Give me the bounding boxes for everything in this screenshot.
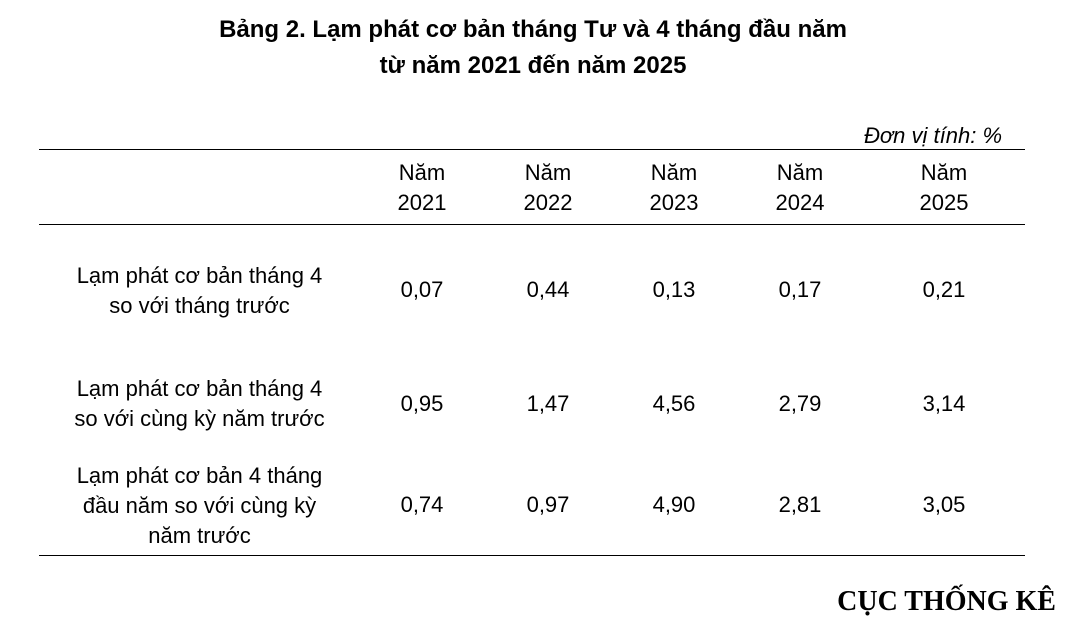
row-label-line: Lạm phát cơ bản 4 tháng (76, 463, 323, 488)
table-cell: 0,13 (652, 277, 696, 302)
row-label-line: so với cùng kỳ năm trước (74, 406, 325, 431)
row-label: Lạm phát cơ bản tháng 4 so với cùng kỳ n… (39, 374, 360, 434)
table-cell: 2,81 (778, 492, 822, 517)
table-cell: 0,44 (526, 277, 570, 302)
unit-label: Đơn vị tính: % (863, 123, 1002, 148)
row-label-line: so với tháng trước (109, 293, 290, 318)
column-header-year: 2021 (397, 190, 447, 215)
column-header-year: 2025 (919, 190, 969, 215)
table-cell: 0,97 (526, 492, 570, 517)
table-cell: 1,47 (526, 391, 570, 416)
column-header-year: 2022 (523, 190, 573, 215)
table-cell: 0,17 (778, 277, 822, 302)
row-label-line: năm trước (148, 523, 251, 548)
table-cell: 0,95 (400, 391, 444, 416)
table-cell: 0,74 (400, 492, 444, 517)
column-header-2022: Năm 2022 (488, 158, 608, 218)
row-label: Lạm phát cơ bản tháng 4 so với tháng trư… (39, 261, 360, 321)
column-header-label: Năm (920, 160, 968, 185)
table-cell: 2,79 (778, 391, 822, 416)
table-header-rule (39, 224, 1025, 225)
column-header-year: 2024 (775, 190, 825, 215)
column-header-2025: Năm 2025 (884, 158, 1004, 218)
column-header-label: Năm (398, 160, 446, 185)
title-line-2: từ năm 2021 đến năm 2025 (379, 52, 687, 79)
row-label-line: đầu năm so với cùng kỳ (82, 493, 317, 518)
column-header-label: Năm (776, 160, 824, 185)
column-header-2021: Năm 2021 (362, 158, 482, 218)
column-header-2023: Năm 2023 (614, 158, 734, 218)
title-line-1: Bảng 2. Lạm phát cơ bản tháng Tư và 4 th… (219, 16, 847, 43)
row-label: Lạm phát cơ bản 4 tháng đầu năm so với c… (39, 461, 360, 551)
column-header-label: Năm (650, 160, 698, 185)
table-cell: 4,90 (652, 492, 696, 517)
column-header-year: 2023 (649, 190, 699, 215)
table-top-rule (39, 149, 1025, 150)
table-bottom-rule (39, 555, 1025, 556)
table-cell: 3,05 (922, 492, 966, 517)
row-label-line: Lạm phát cơ bản tháng 4 (76, 263, 323, 288)
row-label-line: Lạm phát cơ bản tháng 4 (76, 376, 323, 401)
table-cell: 3,14 (922, 391, 966, 416)
footer-signature: CỤC THỐNG KÊ (837, 586, 1056, 617)
column-header-label: Năm (524, 160, 572, 185)
table-cell: 4,56 (652, 391, 696, 416)
column-header-2024: Năm 2024 (740, 158, 860, 218)
table-cell: 0,07 (400, 277, 444, 302)
table-cell: 0,21 (922, 277, 966, 302)
